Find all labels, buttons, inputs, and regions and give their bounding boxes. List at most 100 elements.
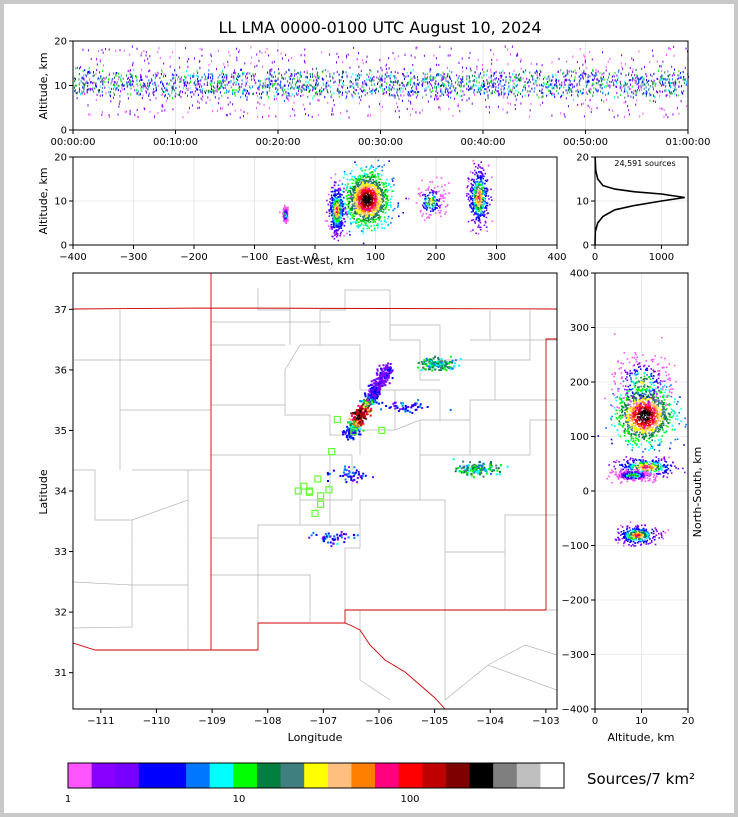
source-point xyxy=(485,194,487,196)
source-point xyxy=(471,199,474,202)
source-point xyxy=(434,85,436,88)
source-point xyxy=(469,206,471,208)
source-point xyxy=(362,83,364,86)
source-point xyxy=(623,115,625,119)
source-point xyxy=(251,56,253,59)
source-point xyxy=(601,73,603,76)
source-point xyxy=(474,93,475,96)
source-point xyxy=(110,87,112,91)
source-point xyxy=(397,79,399,82)
source-point xyxy=(87,49,89,52)
source-point xyxy=(304,54,306,57)
source-point xyxy=(476,186,478,189)
source-point xyxy=(353,176,356,179)
source-point xyxy=(388,209,390,211)
source-point xyxy=(199,88,201,92)
source-point xyxy=(403,67,405,71)
source-point xyxy=(270,83,272,86)
source-point xyxy=(371,200,373,202)
source-point xyxy=(467,85,469,88)
source-point xyxy=(428,200,430,202)
source-point xyxy=(410,72,412,75)
source-point xyxy=(632,77,633,80)
source-point xyxy=(202,95,204,98)
source-point xyxy=(198,101,200,104)
source-point xyxy=(445,77,447,80)
source-point xyxy=(161,109,163,112)
source-point xyxy=(140,85,142,88)
source-point xyxy=(353,215,356,217)
source-point xyxy=(213,81,215,84)
source-point xyxy=(340,222,342,225)
source-point xyxy=(467,185,469,187)
source-point xyxy=(174,79,176,82)
source-point xyxy=(505,78,507,81)
source-point xyxy=(523,71,525,74)
source-point xyxy=(364,195,366,198)
source-point xyxy=(386,218,389,220)
source-point xyxy=(435,212,437,214)
source-point xyxy=(372,208,375,210)
source-point xyxy=(418,193,421,195)
source-point xyxy=(470,211,473,213)
source-point xyxy=(130,73,132,77)
source-point xyxy=(85,81,87,84)
source-point xyxy=(388,67,390,70)
source-point xyxy=(142,94,144,97)
source-point xyxy=(396,88,398,91)
source-point xyxy=(435,76,437,79)
source-point xyxy=(529,115,531,118)
source-point xyxy=(273,75,275,79)
source-point xyxy=(623,101,625,104)
source-point xyxy=(366,189,369,191)
source-point xyxy=(164,95,166,98)
source-point xyxy=(508,85,510,88)
source-point xyxy=(491,79,492,82)
source-point xyxy=(627,91,628,94)
source-point xyxy=(184,75,185,78)
source-point xyxy=(552,75,554,78)
source-point xyxy=(415,47,417,50)
source-point xyxy=(419,192,421,195)
source-point xyxy=(641,76,643,79)
source-point xyxy=(442,76,444,79)
source-point xyxy=(674,92,676,95)
source-point xyxy=(221,83,223,86)
source-point xyxy=(337,214,340,216)
source-point xyxy=(480,180,483,182)
source-point xyxy=(335,221,338,224)
source-point xyxy=(293,87,295,90)
source-point xyxy=(288,68,290,72)
source-point xyxy=(133,69,135,72)
source-point xyxy=(368,179,371,182)
source-point xyxy=(375,193,378,195)
source-point xyxy=(115,88,117,91)
source-point xyxy=(431,201,434,203)
source-point xyxy=(624,96,626,99)
source-point xyxy=(185,87,187,90)
source-point xyxy=(338,204,340,207)
source-point xyxy=(186,84,187,87)
source-point xyxy=(479,187,481,190)
source-point xyxy=(579,83,581,86)
source-point xyxy=(364,190,367,192)
source-point xyxy=(376,76,378,79)
source-point xyxy=(338,223,341,226)
source-point xyxy=(418,81,420,84)
source-point xyxy=(485,192,488,194)
source-point xyxy=(490,70,492,74)
source-point xyxy=(80,80,82,83)
source-point xyxy=(343,218,345,220)
source-point xyxy=(357,182,359,184)
source-point xyxy=(362,181,365,183)
source-point xyxy=(641,80,643,83)
source-point xyxy=(475,172,478,175)
source-point xyxy=(374,189,377,191)
source-point xyxy=(375,215,377,217)
source-point xyxy=(367,199,369,202)
source-point xyxy=(375,209,378,212)
source-point xyxy=(349,218,351,220)
source-point xyxy=(334,191,336,193)
source-point xyxy=(686,105,688,108)
source-point xyxy=(333,99,334,102)
